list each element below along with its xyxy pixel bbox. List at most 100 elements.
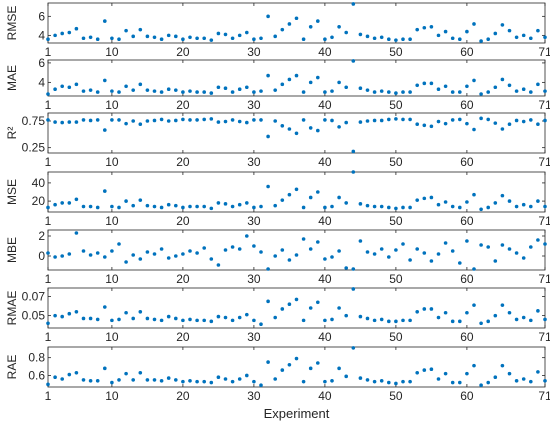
data-point bbox=[387, 319, 391, 324]
data-point bbox=[401, 205, 405, 210]
data-point bbox=[344, 120, 349, 125]
data-point bbox=[514, 204, 519, 209]
data-point bbox=[379, 204, 384, 209]
x-tick-label: 20 bbox=[176, 45, 190, 59]
data-point bbox=[152, 252, 157, 256]
data-point bbox=[145, 34, 150, 39]
data-point bbox=[266, 14, 270, 19]
data-point bbox=[308, 25, 313, 29]
y-axis-label: MAE bbox=[5, 65, 19, 91]
data-point bbox=[202, 246, 206, 250]
data-point bbox=[372, 204, 377, 209]
data-point bbox=[422, 307, 427, 311]
x-tick-label: 40 bbox=[318, 214, 332, 228]
data-point bbox=[479, 39, 483, 43]
data-point bbox=[514, 35, 519, 40]
data-point bbox=[401, 37, 405, 41]
x-tick-label: 30 bbox=[247, 155, 261, 169]
panel-4: 1 10 20 30 40 50 60 71 0 2 MBE bbox=[5, 229, 550, 286]
data-point bbox=[493, 313, 498, 318]
x-tick-label: 50 bbox=[389, 155, 403, 169]
data-point bbox=[166, 314, 171, 319]
data-point bbox=[117, 37, 121, 41]
data-point bbox=[245, 312, 249, 317]
data-point bbox=[330, 378, 334, 383]
data-point bbox=[202, 117, 206, 122]
data-point bbox=[46, 251, 50, 255]
data-point bbox=[245, 234, 249, 238]
data-point bbox=[387, 117, 391, 122]
x-tick-label: 60 bbox=[460, 45, 474, 59]
data-point bbox=[316, 300, 320, 305]
data-point bbox=[280, 124, 285, 128]
data-point bbox=[181, 318, 185, 323]
data-point bbox=[195, 251, 199, 255]
data-point bbox=[209, 91, 214, 95]
data-point bbox=[195, 36, 199, 41]
data-point bbox=[500, 363, 505, 368]
data-point bbox=[67, 372, 72, 377]
data-point bbox=[230, 245, 235, 249]
data-point bbox=[294, 73, 299, 78]
data-point bbox=[131, 119, 135, 123]
data-point bbox=[273, 377, 278, 381]
data-point bbox=[237, 33, 242, 38]
data-point bbox=[230, 36, 235, 41]
y-tick-label: 0.05 bbox=[22, 309, 46, 323]
data-point bbox=[181, 90, 185, 94]
data-point bbox=[472, 22, 476, 26]
data-point bbox=[465, 371, 469, 376]
data-point bbox=[252, 37, 256, 41]
data-point bbox=[436, 33, 441, 38]
data-point bbox=[110, 89, 114, 93]
data-point bbox=[209, 319, 214, 324]
data-point bbox=[174, 34, 178, 39]
data-point bbox=[529, 245, 533, 249]
data-point bbox=[103, 366, 107, 371]
y-tick-label: 2 bbox=[38, 229, 45, 243]
data-point bbox=[351, 149, 356, 154]
data-point bbox=[67, 30, 72, 35]
panel-6: 1 10 20 30 40 50 60 71 0.6 0.8 RAE bbox=[5, 346, 550, 403]
data-point bbox=[46, 118, 50, 122]
data-point bbox=[181, 117, 185, 122]
x-tick-label: 60 bbox=[460, 272, 474, 286]
data-point bbox=[294, 356, 299, 361]
x-tick-label: 50 bbox=[389, 330, 403, 344]
x-tick-label: 60 bbox=[460, 214, 474, 228]
data-point bbox=[507, 310, 512, 315]
data-point bbox=[223, 202, 228, 206]
data-point bbox=[159, 117, 164, 122]
y-tick-label: 4 bbox=[38, 75, 45, 89]
data-point bbox=[301, 237, 306, 241]
data-point bbox=[245, 85, 249, 90]
data-point bbox=[458, 90, 462, 94]
data-point bbox=[316, 19, 320, 23]
data-point bbox=[245, 201, 249, 205]
data-point bbox=[408, 258, 412, 262]
data-point bbox=[365, 34, 370, 39]
data-point bbox=[436, 315, 441, 320]
data-point bbox=[465, 84, 469, 89]
data-point bbox=[202, 318, 206, 323]
y-axis-label: RAE bbox=[5, 355, 19, 380]
x-tick-label: 60 bbox=[460, 330, 474, 344]
data-point bbox=[330, 317, 334, 322]
data-point bbox=[124, 310, 128, 315]
x-tick-label: 10 bbox=[105, 214, 119, 228]
data-point bbox=[308, 247, 313, 251]
data-point bbox=[358, 120, 363, 124]
data-point bbox=[145, 88, 150, 92]
axes-box bbox=[47, 229, 546, 271]
data-point bbox=[294, 253, 299, 257]
data-point bbox=[259, 383, 263, 388]
data-point bbox=[95, 378, 100, 383]
data-point bbox=[408, 379, 412, 384]
data-point bbox=[436, 87, 441, 91]
data-point bbox=[259, 322, 263, 326]
data-point bbox=[266, 267, 270, 271]
data-point bbox=[301, 318, 306, 323]
data-point bbox=[188, 204, 192, 209]
